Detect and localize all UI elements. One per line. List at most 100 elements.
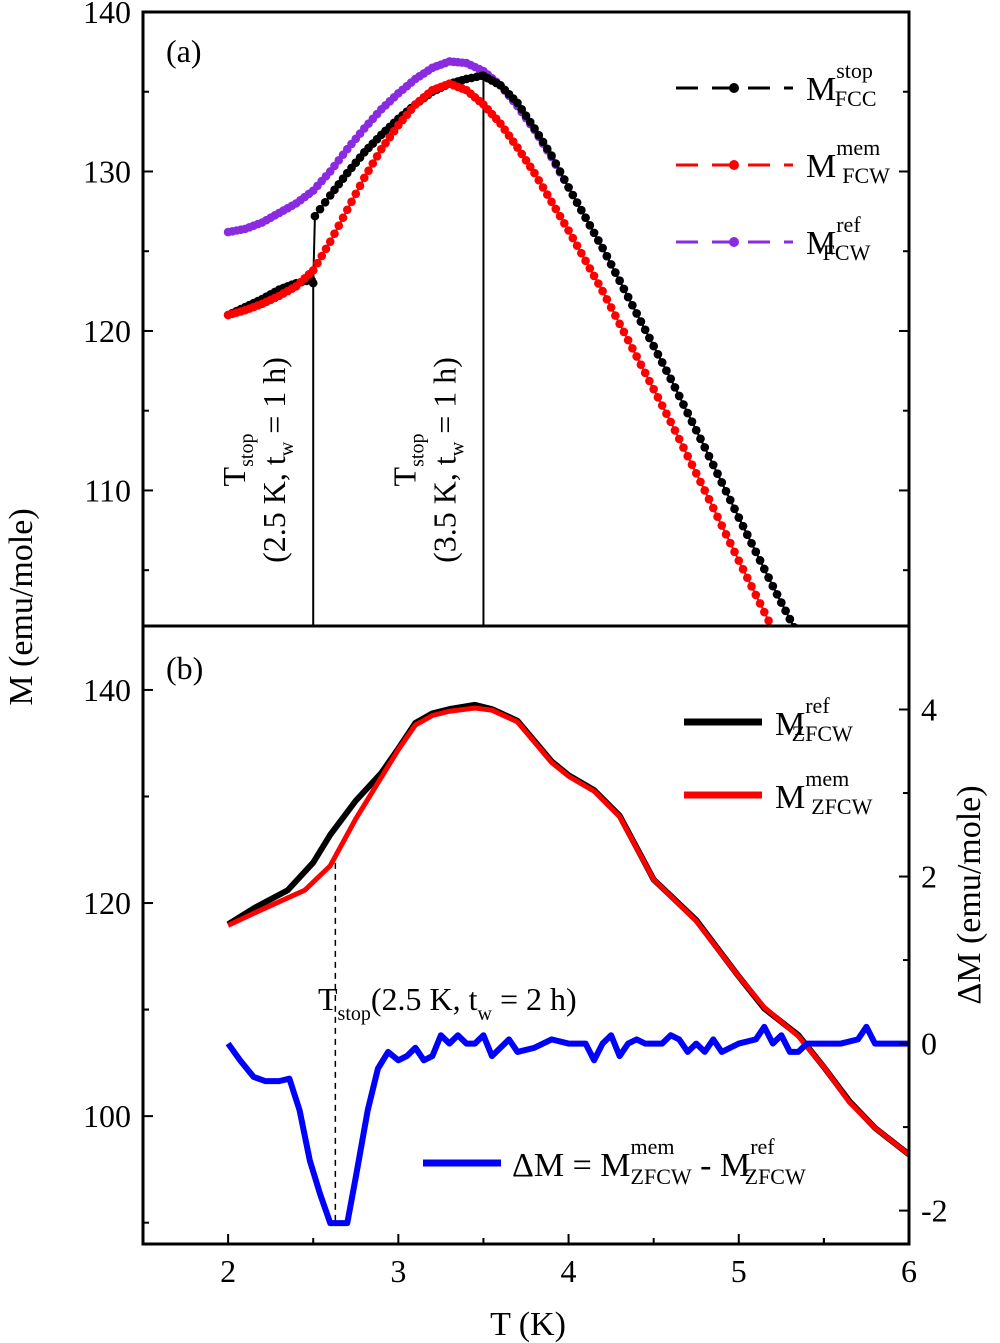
data-point: [500, 125, 510, 134]
data-point: [598, 286, 607, 296]
data-point: [636, 360, 646, 369]
data-point: [704, 494, 714, 504]
data-point: [389, 126, 399, 136]
legend-label: Mref ZFCW: [775, 693, 853, 746]
data-point: [683, 408, 693, 418]
data-point: [577, 248, 586, 258]
data-point: [581, 256, 590, 266]
legend-item: Mstop FCC: [676, 58, 877, 111]
data-point: [513, 98, 522, 108]
panel-b: 2 3 4 5 6 100 120 140 -2 0 2 4 (b) Mref ZFCW Mmem ZFCW…: [83, 624, 948, 1289]
data-point: [321, 244, 331, 254]
x-tick-label: 6: [901, 1253, 917, 1289]
data-point: [517, 104, 527, 114]
data-point: [364, 166, 373, 175]
data-point: [538, 183, 548, 192]
data-point: [747, 538, 756, 548]
data-point: [547, 151, 556, 160]
data-point: [764, 573, 773, 582]
data-point: [725, 495, 735, 505]
x-tick-label: 4: [561, 1253, 577, 1289]
annotation-tstop: Tstop: [216, 434, 258, 487]
data-point: [611, 268, 620, 277]
data-point: [734, 556, 744, 565]
legend-label: Mmem FCW: [806, 135, 890, 188]
data-point: [628, 300, 637, 310]
data-point: [525, 117, 535, 127]
legend-label: Mstop FCC: [806, 58, 877, 111]
data-point: [785, 614, 795, 624]
data-point: [777, 642, 786, 651]
data-point: [696, 477, 705, 487]
data-point: [721, 529, 731, 539]
data-point: [581, 213, 590, 223]
data-point: [645, 333, 654, 343]
data-point: [687, 460, 697, 470]
data-point: [623, 292, 633, 302]
x-tick-label: 3: [390, 1253, 406, 1289]
data-point: [521, 156, 531, 165]
data-point: [653, 393, 663, 402]
data-point: [717, 478, 727, 487]
data-point: [385, 132, 395, 142]
data-point: [751, 547, 761, 557]
x-axis-label: T (K): [490, 1306, 566, 1343]
data-point: [772, 590, 782, 599]
data-point: [768, 581, 778, 591]
data-point: [730, 547, 739, 557]
legend-item: Mref ZFCW: [684, 693, 853, 746]
data-point: [738, 564, 748, 574]
data-point: [517, 149, 527, 159]
data-point: [325, 237, 335, 246]
data-point: [534, 130, 544, 140]
data-point: [623, 335, 633, 345]
data-point: [320, 198, 330, 207]
data-point: [640, 325, 650, 335]
data-point: [551, 204, 561, 214]
data-point: [700, 443, 710, 452]
data-point: [521, 111, 531, 120]
data-point: [662, 409, 671, 418]
y-axis-label: M (emu/mole): [3, 508, 40, 705]
legend-label: ΔM = Mmem ZFCW - Mref ZFCW: [512, 1134, 806, 1189]
data-point: [786, 658, 795, 667]
data-point: [338, 213, 348, 223]
data-point: [368, 159, 378, 168]
data-point: [602, 294, 612, 304]
data-point: [538, 137, 548, 147]
y-tick-label: 140: [83, 0, 131, 30]
data-point: [632, 352, 641, 361]
data-point: [594, 279, 603, 288]
annotation-params: (2.5 K, tw = 1 h): [256, 357, 298, 563]
data-point: [496, 119, 505, 128]
data-point: [662, 366, 671, 375]
legend-marker: [729, 83, 739, 93]
data-point: [594, 236, 603, 245]
series-delta-m: [225, 1023, 909, 1227]
data-point: [525, 162, 535, 171]
data-point: [542, 144, 552, 154]
legend-label: Mref FCW: [806, 212, 871, 265]
data-point: [564, 183, 573, 192]
data-point: [508, 137, 518, 146]
data-point: [755, 599, 765, 608]
stop-annotation: Tstop(2.5 K, tw = 1 h): [216, 357, 298, 563]
y-tick-label: 110: [84, 472, 131, 508]
data-point: [310, 211, 320, 221]
data-point: [568, 190, 578, 200]
data-point: [602, 251, 612, 261]
data-point: [534, 175, 544, 185]
data-point: [679, 443, 688, 452]
data-point: [773, 633, 782, 642]
x-tick-label: 5: [731, 1253, 747, 1289]
data-point: [764, 616, 773, 625]
data-point: [751, 590, 761, 600]
y-tick-label: 120: [83, 885, 131, 921]
data-point: [351, 189, 361, 199]
data-point: [547, 197, 556, 207]
data-point: [347, 197, 356, 207]
data-point: [645, 376, 654, 386]
data-point: [794, 631, 803, 640]
data-point: [713, 512, 722, 522]
